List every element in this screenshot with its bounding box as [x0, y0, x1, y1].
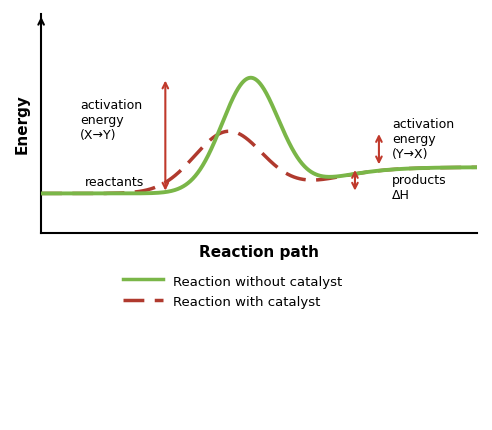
Legend: Reaction without catalyst, Reaction with catalyst: Reaction without catalyst, Reaction with… — [118, 269, 348, 314]
Text: activation
energy
(X→Y): activation energy (X→Y) — [80, 98, 143, 141]
Text: reactants: reactants — [85, 175, 144, 188]
Text: products
ΔH: products ΔH — [392, 173, 447, 201]
Y-axis label: Energy: Energy — [15, 94, 30, 154]
Text: activation
energy
(Y→X): activation energy (Y→X) — [392, 117, 454, 160]
X-axis label: Reaction path: Reaction path — [199, 244, 319, 259]
